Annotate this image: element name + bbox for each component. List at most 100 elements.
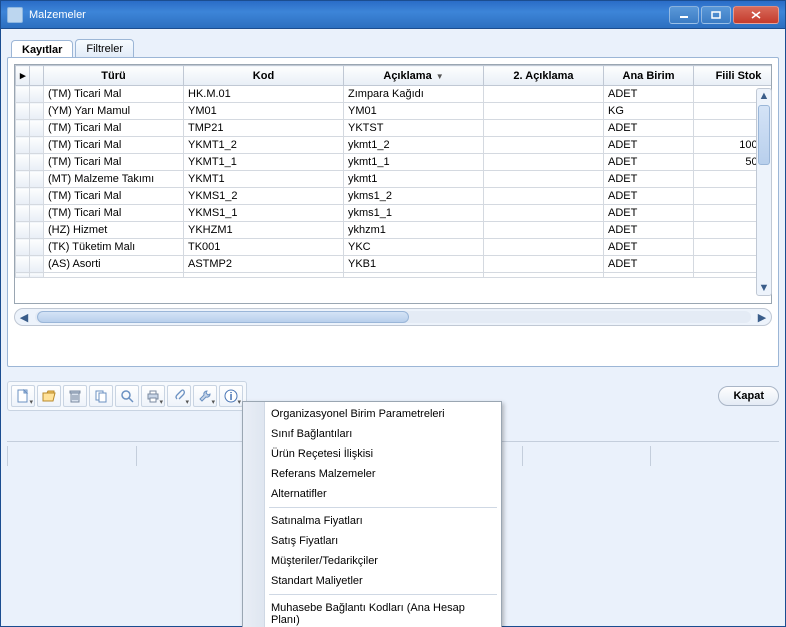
cell-turu: (TM) Ticari Mal	[44, 205, 184, 222]
cell-aciklama: ykmt1_1	[344, 154, 484, 171]
row-header[interactable]	[16, 103, 30, 120]
menu-item[interactable]: Alternatifler	[243, 484, 501, 504]
scroll-right-icon[interactable]: ▶	[753, 309, 771, 325]
row-header[interactable]	[16, 120, 30, 137]
menu-item[interactable]: Standart Maliyetler	[243, 571, 501, 591]
menu-separator	[269, 594, 497, 595]
tab-filtreler[interactable]: Filtreler	[75, 39, 134, 57]
titlebar[interactable]: Malzemeler	[0, 0, 786, 28]
cell-aciklama: ykmt1	[344, 171, 484, 188]
maximize-button[interactable]	[701, 6, 731, 24]
table-row[interactable]: (TM) Ticari MalYKMT1_1ykmt1_1ADET50.000	[16, 154, 773, 171]
row-header2[interactable]	[30, 120, 44, 137]
table-row[interactable]: (AS) AsortiASTMP2YKB1ADET	[16, 256, 773, 273]
row-header2[interactable]	[30, 239, 44, 256]
table-row[interactable]	[16, 273, 773, 278]
close-panel-button[interactable]: Kapat	[718, 386, 779, 406]
cell-turu: (TM) Ticari Mal	[44, 120, 184, 137]
table-row[interactable]: (MT) Malzeme TakımıYKMT1ykmt1ADET500	[16, 171, 773, 188]
cell-aciklama: YKTST	[344, 120, 484, 137]
menu-item[interactable]: Ürün Reçetesi İlişkisi	[243, 444, 501, 464]
print-button[interactable]	[141, 385, 165, 407]
row-header[interactable]	[16, 86, 30, 103]
menu-item[interactable]: Muhasebe Bağlantı Kodları (Ana Hesap Pla…	[243, 598, 501, 627]
row-header[interactable]	[16, 154, 30, 171]
menu-item[interactable]: Müşteriler/Tedarikçiler	[243, 551, 501, 571]
row-header[interactable]	[16, 222, 30, 239]
menu-item[interactable]: Sınıf Bağlantıları	[243, 424, 501, 444]
cell-kod: YKMS1_2	[184, 188, 344, 205]
row-header2[interactable]	[30, 222, 44, 239]
new-button[interactable]	[11, 385, 35, 407]
row-header2[interactable]	[30, 86, 44, 103]
row-header[interactable]	[16, 188, 30, 205]
scroll-thumb-v[interactable]	[758, 105, 770, 165]
row-header2[interactable]	[30, 188, 44, 205]
magnifier-icon	[120, 389, 134, 403]
row-header2[interactable]	[30, 205, 44, 222]
col-turu[interactable]: Türü	[44, 66, 184, 86]
menu-item[interactable]: Referans Malzemeler	[243, 464, 501, 484]
window-title: Malzemeler	[29, 9, 669, 21]
row-header[interactable]	[16, 256, 30, 273]
cell-turu: (TM) Ticari Mal	[44, 86, 184, 103]
info-button[interactable]: i	[219, 385, 243, 407]
open-button[interactable]	[37, 385, 61, 407]
scroll-up-icon[interactable]: ▲	[757, 89, 771, 103]
scroll-left-icon[interactable]: ◀	[15, 309, 33, 325]
row-header2[interactable]	[30, 137, 44, 154]
grid-corner2[interactable]	[30, 66, 44, 86]
copy-button[interactable]	[89, 385, 113, 407]
grid-corner[interactable]: ▸	[16, 66, 30, 86]
row-header2[interactable]	[30, 256, 44, 273]
menu-item[interactable]: Organizasyonel Birim Parametreleri	[243, 404, 501, 424]
cell-anabirim: ADET	[604, 120, 694, 137]
row-header2[interactable]	[30, 171, 44, 188]
cell-aciklama2	[484, 154, 604, 171]
cell-kod: TMP21	[184, 120, 344, 137]
cell-aciklama: YKB1	[344, 256, 484, 273]
row-header2[interactable]	[30, 154, 44, 171]
col-anabirim[interactable]: Ana Birim	[604, 66, 694, 86]
paperclip-icon	[172, 389, 186, 403]
cell-aciklama: ykmt1_2	[344, 137, 484, 154]
table-row[interactable]: (TM) Ticari MalTMP21YKTST ADET	[16, 120, 773, 137]
info-icon: i	[224, 389, 238, 403]
cell-turu: (YM) Yarı Mamul	[44, 103, 184, 120]
data-grid[interactable]: ▸ Türü Kod Açıklama▼ 2. Açıklama Ana Bir…	[14, 64, 772, 304]
vertical-scrollbar[interactable]: ▲ ▼	[756, 88, 772, 296]
cell-turu: (TK) Tüketim Malı	[44, 239, 184, 256]
delete-button[interactable]	[63, 385, 87, 407]
menu-separator	[269, 507, 497, 508]
scroll-thumb-h[interactable]	[37, 311, 409, 323]
tools-button[interactable]	[193, 385, 217, 407]
sort-desc-icon: ▼	[436, 72, 444, 81]
row-header[interactable]	[16, 205, 30, 222]
attach-button[interactable]	[167, 385, 191, 407]
row-header[interactable]	[16, 239, 30, 256]
menu-item[interactable]: Satış Fiyatları	[243, 531, 501, 551]
scroll-down-icon[interactable]: ▼	[757, 281, 771, 295]
table-row[interactable]: (HZ) HizmetYKHZM1ykhzm1ADET	[16, 222, 773, 239]
col-aciklama[interactable]: Açıklama▼	[344, 66, 484, 86]
client-area: Kayıtlar Filtreler ▸ Türü	[0, 28, 786, 627]
horizontal-scrollbar[interactable]: ◀ ▶	[14, 308, 772, 326]
minimize-button[interactable]	[669, 6, 699, 24]
col-aciklama2[interactable]: 2. Açıklama	[484, 66, 604, 86]
tab-kayitlar[interactable]: Kayıtlar	[11, 40, 73, 58]
row-header[interactable]	[16, 137, 30, 154]
table-row[interactable]: (TK) Tüketim MalıTK001YKCADET-80	[16, 239, 773, 256]
table-row[interactable]: (TM) Ticari MalYKMT1_2ykmt1_2ADET100.000	[16, 137, 773, 154]
view-button[interactable]	[115, 385, 139, 407]
row-header2[interactable]	[30, 103, 44, 120]
svg-text:i: i	[229, 391, 232, 403]
col-kod[interactable]: Kod	[184, 66, 344, 86]
row-header[interactable]	[16, 171, 30, 188]
table-row[interactable]: (YM) Yarı MamulYM01YM01KG5	[16, 103, 773, 120]
table-row[interactable]: (TM) Ticari MalYKMS1_2ykms1_2ADET-200	[16, 188, 773, 205]
table-row[interactable]: (TM) Ticari MalHK.M.01Zımpara KağıdıADET…	[16, 86, 773, 103]
table-row[interactable]: (TM) Ticari MalYKMS1_1ykms1_1ADET-200	[16, 205, 773, 222]
menu-item[interactable]: Satınalma Fiyatları	[243, 511, 501, 531]
col-fiilistok[interactable]: Fiili Stok	[694, 66, 773, 86]
close-button[interactable]	[733, 6, 779, 24]
